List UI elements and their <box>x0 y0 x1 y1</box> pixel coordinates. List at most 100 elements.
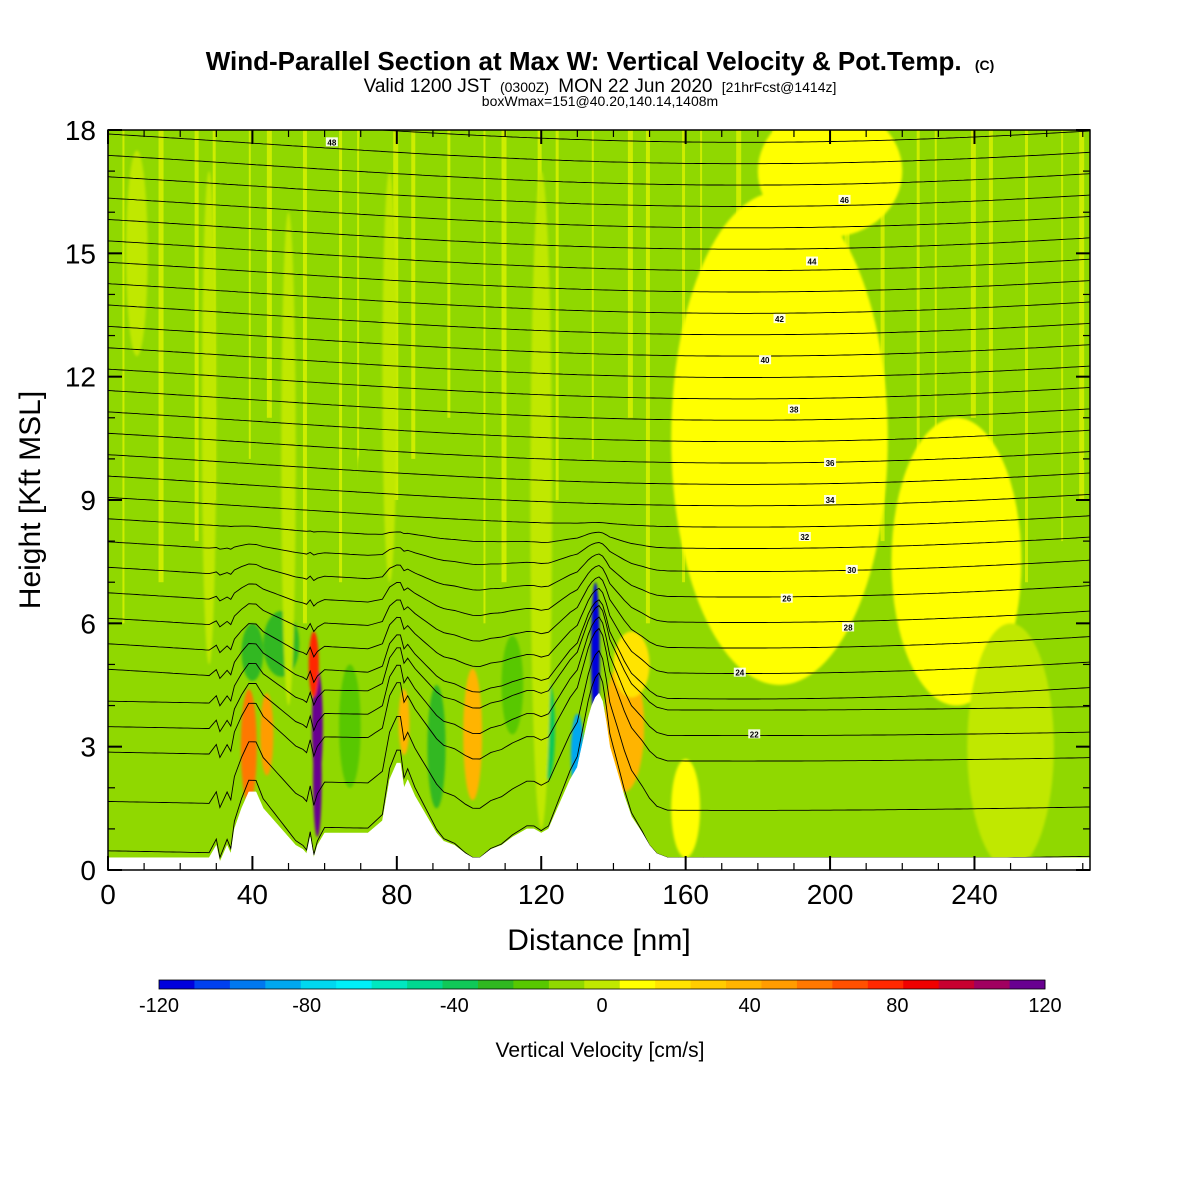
contour-label-bg <box>748 729 761 739</box>
contour-label-bg <box>842 622 855 632</box>
velocity-streak <box>357 130 360 542</box>
contour-label-bg <box>806 256 819 266</box>
contour-label: 34 <box>826 496 835 505</box>
velocity-cell <box>891 417 1022 706</box>
colorbar-swatch <box>761 980 798 989</box>
colorbar-swatch <box>371 980 408 989</box>
theta-contour <box>108 176 1090 207</box>
colorbar-swatch <box>159 980 195 989</box>
colorbar-tick-label: 80 <box>886 995 908 1017</box>
theta-contour <box>108 649 1090 811</box>
velocity-streak <box>339 130 343 583</box>
contour-label-bg <box>787 404 800 414</box>
x-tick-label: 40 <box>237 879 268 910</box>
velocity-cell <box>463 668 483 801</box>
colorbar-swatch <box>796 980 833 989</box>
x-tick-label: 160 <box>662 879 709 910</box>
contour-label: 46 <box>840 196 849 205</box>
velocity-cell <box>313 722 322 838</box>
y-tick-label: 12 <box>65 362 96 393</box>
velocity-cell <box>260 693 274 776</box>
contour-label: 26 <box>782 595 791 604</box>
velocity-cell <box>530 171 553 829</box>
chart-subtitle: Valid 1200 JST (0300Z) MON 22 Jun 2020 [… <box>364 76 837 97</box>
velocity-streak <box>447 130 451 418</box>
velocity-streak <box>302 130 307 624</box>
plot-area: 22 24 26 28 30 32 34 36 38 40 42 44 46 48 <box>108 130 1090 870</box>
colorbar-swatch <box>832 980 869 989</box>
valid-prefix: Valid 1200 JST <box>364 76 492 97</box>
velocity-streak <box>934 130 937 459</box>
valid-utc: (0300Z) <box>500 79 549 95</box>
forecast-info: [21hrFcst@1414z] <box>722 79 837 95</box>
y-tick-label: 3 <box>80 732 96 763</box>
velocity-cell <box>671 759 701 858</box>
velocity-cell <box>126 150 148 357</box>
theta-contour <box>108 283 1090 314</box>
theta-contour <box>108 553 1090 598</box>
colorbar-swatch <box>229 980 266 989</box>
velocity-cell <box>427 685 446 809</box>
theta-contour <box>108 368 1090 400</box>
colorbar-swatch <box>477 980 514 989</box>
theta-contour <box>108 599 1090 700</box>
velocity-streak <box>591 130 594 459</box>
velocity-cell <box>671 191 888 685</box>
valid-date: MON 22 Jun 2020 <box>558 76 712 97</box>
colorbar-swatch <box>1009 980 1046 989</box>
theta-contour <box>108 240 1090 272</box>
colorbar-swatch <box>867 980 904 989</box>
velocity-streak <box>248 130 251 459</box>
y-axis-label: Height [Kft MSL] <box>14 391 47 609</box>
theta-contour-labels: 22 24 26 28 30 32 34 36 38 40 42 44 46 48 <box>325 137 858 739</box>
theta-contour <box>108 576 1090 649</box>
velocity-streak <box>627 130 633 418</box>
x-tick-label: 80 <box>381 879 412 910</box>
colorbar-ticks: -120 -80 -40 0 40 80 120 <box>139 995 1062 1017</box>
velocity-streak <box>266 130 272 418</box>
colorbar-tick-label: -80 <box>292 995 321 1017</box>
x-tick-label: 0 <box>100 879 116 910</box>
colorbar-frame <box>158 979 1046 990</box>
contour-label-bg <box>798 532 811 541</box>
colorbar-tick-label: 0 <box>596 995 607 1017</box>
contour-label: 36 <box>826 459 835 468</box>
velocity-cell <box>613 631 650 698</box>
velocity-cells <box>126 130 1054 870</box>
colorbar-tick-label: 120 <box>1028 995 1061 1017</box>
theta-contour <box>108 411 1090 443</box>
colorbar <box>158 979 1046 990</box>
terrain <box>108 692 1090 870</box>
velocity-streak <box>122 130 125 624</box>
theta-contour <box>108 475 1090 507</box>
velocity-cell <box>240 689 257 805</box>
title-copyright: (C) <box>975 57 994 73</box>
contour-label-bg <box>824 458 837 467</box>
contour-label: 40 <box>761 356 770 365</box>
colorbar-tick-label: -120 <box>139 995 179 1017</box>
contour-label-bg <box>780 593 793 603</box>
colorbar-swatch <box>548 980 585 989</box>
colorbar-swatch <box>938 980 975 989</box>
velocity-streak <box>555 130 559 500</box>
velocity-cell <box>501 635 524 735</box>
colorbar-swatch <box>584 980 621 989</box>
x-axis-ticks: 0 40 80 120 160 200 240 <box>100 130 1084 910</box>
velocity-streak <box>988 130 993 624</box>
colorbar-swatch <box>619 980 656 989</box>
velocity-cell <box>281 212 296 706</box>
colorbar-label: Vertical Velocity [cm/s] <box>496 1039 705 1062</box>
velocity-streak <box>1079 130 1085 500</box>
theta-contour <box>108 261 1090 293</box>
colorbar-swatch <box>300 980 337 989</box>
theta-contour <box>108 627 1090 762</box>
velocity-cell <box>398 689 410 755</box>
theta-contour <box>108 390 1090 421</box>
contour-label: 28 <box>844 623 853 632</box>
velocity-cell <box>353 454 368 587</box>
y-tick-label: 15 <box>65 238 96 269</box>
velocity-cell <box>241 623 264 681</box>
velocity-streak <box>194 130 199 542</box>
theta-contour <box>108 496 1090 528</box>
